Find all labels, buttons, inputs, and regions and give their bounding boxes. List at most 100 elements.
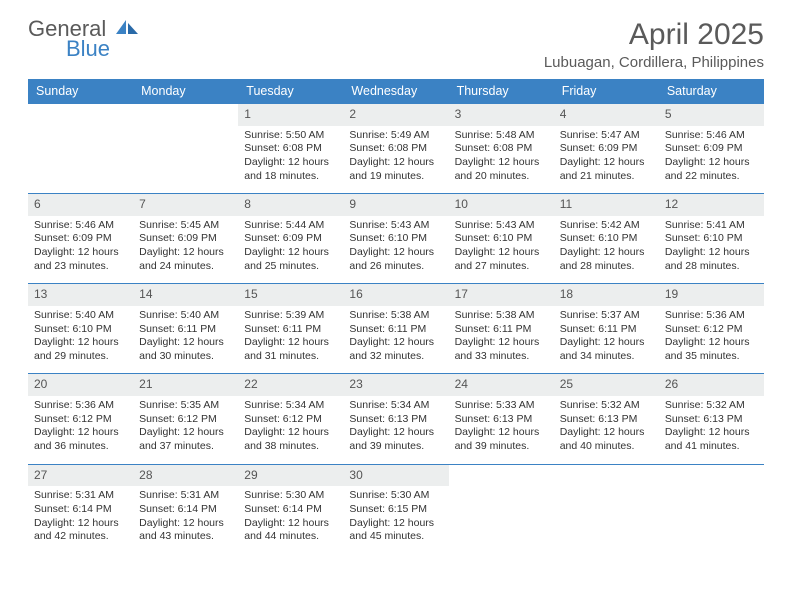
day-cell: 1Sunrise: 5:50 AMSunset: 6:08 PMDaylight… — [238, 103, 343, 193]
day-number: 26 — [659, 373, 764, 396]
page-title: April 2025 — [544, 18, 764, 52]
day-body: Sunrise: 5:46 AMSunset: 6:09 PMDaylight:… — [28, 216, 133, 284]
daylight-text: Daylight: 12 hours and 21 minutes. — [560, 156, 653, 183]
week-row: 1Sunrise: 5:50 AMSunset: 6:08 PMDaylight… — [28, 103, 764, 193]
day-cell: 4Sunrise: 5:47 AMSunset: 6:09 PMDaylight… — [554, 103, 659, 193]
day-body: Sunrise: 5:36 AMSunset: 6:12 PMDaylight:… — [28, 396, 133, 464]
sunset-text: Sunset: 6:14 PM — [139, 503, 232, 517]
sunrise-text: Sunrise: 5:50 AM — [244, 129, 337, 143]
day-body — [449, 486, 554, 548]
sunset-text: Sunset: 6:09 PM — [560, 142, 653, 156]
daylight-text: Daylight: 12 hours and 22 minutes. — [665, 156, 758, 183]
sunset-text: Sunset: 6:08 PM — [349, 142, 442, 156]
week-row: 27Sunrise: 5:31 AMSunset: 6:14 PMDayligh… — [28, 464, 764, 554]
day-cell: 12Sunrise: 5:41 AMSunset: 6:10 PMDayligh… — [659, 193, 764, 283]
day-body: Sunrise: 5:34 AMSunset: 6:12 PMDaylight:… — [238, 396, 343, 464]
daylight-text: Daylight: 12 hours and 37 minutes. — [139, 426, 232, 453]
daylight-text: Daylight: 12 hours and 28 minutes. — [665, 246, 758, 273]
sunrise-text: Sunrise: 5:30 AM — [244, 489, 337, 503]
day-number: 15 — [238, 283, 343, 306]
day-body: Sunrise: 5:43 AMSunset: 6:10 PMDaylight:… — [449, 216, 554, 284]
day-body: Sunrise: 5:45 AMSunset: 6:09 PMDaylight:… — [133, 216, 238, 284]
day-cell: 11Sunrise: 5:42 AMSunset: 6:10 PMDayligh… — [554, 193, 659, 283]
day-cell: 18Sunrise: 5:37 AMSunset: 6:11 PMDayligh… — [554, 283, 659, 373]
daylight-text: Daylight: 12 hours and 39 minutes. — [349, 426, 442, 453]
sunset-text: Sunset: 6:14 PM — [34, 503, 127, 517]
location: Lubuagan, Cordillera, Philippines — [544, 54, 764, 71]
daylight-text: Daylight: 12 hours and 38 minutes. — [244, 426, 337, 453]
day-number: 23 — [343, 373, 448, 396]
day-cell: 27Sunrise: 5:31 AMSunset: 6:14 PMDayligh… — [28, 464, 133, 554]
sunrise-text: Sunrise: 5:47 AM — [560, 129, 653, 143]
daylight-text: Daylight: 12 hours and 41 minutes. — [665, 426, 758, 453]
day-body: Sunrise: 5:42 AMSunset: 6:10 PMDaylight:… — [554, 216, 659, 284]
day-cell — [28, 103, 133, 193]
day-cell: 30Sunrise: 5:30 AMSunset: 6:15 PMDayligh… — [343, 464, 448, 554]
weekday-header-row: Sunday Monday Tuesday Wednesday Thursday… — [28, 79, 764, 103]
day-cell: 3Sunrise: 5:48 AMSunset: 6:08 PMDaylight… — [449, 103, 554, 193]
sunset-text: Sunset: 6:11 PM — [455, 323, 548, 337]
sunset-text: Sunset: 6:10 PM — [34, 323, 127, 337]
day-cell: 2Sunrise: 5:49 AMSunset: 6:08 PMDaylight… — [343, 103, 448, 193]
sunrise-text: Sunrise: 5:40 AM — [139, 309, 232, 323]
day-number: 21 — [133, 373, 238, 396]
sunset-text: Sunset: 6:09 PM — [665, 142, 758, 156]
daylight-text: Daylight: 12 hours and 35 minutes. — [665, 336, 758, 363]
day-number: 10 — [449, 193, 554, 216]
logo-sail-icon — [116, 18, 138, 40]
day-number: 12 — [659, 193, 764, 216]
sunset-text: Sunset: 6:09 PM — [34, 232, 127, 246]
sunrise-text: Sunrise: 5:49 AM — [349, 129, 442, 143]
day-cell: 20Sunrise: 5:36 AMSunset: 6:12 PMDayligh… — [28, 373, 133, 463]
day-cell: 7Sunrise: 5:45 AMSunset: 6:09 PMDaylight… — [133, 193, 238, 283]
day-body: Sunrise: 5:47 AMSunset: 6:09 PMDaylight:… — [554, 126, 659, 194]
day-number: 8 — [238, 193, 343, 216]
sunrise-text: Sunrise: 5:40 AM — [34, 309, 127, 323]
sunrise-text: Sunrise: 5:38 AM — [349, 309, 442, 323]
day-body: Sunrise: 5:40 AMSunset: 6:11 PMDaylight:… — [133, 306, 238, 374]
daylight-text: Daylight: 12 hours and 18 minutes. — [244, 156, 337, 183]
daylight-text: Daylight: 12 hours and 25 minutes. — [244, 246, 337, 273]
sunrise-text: Sunrise: 5:37 AM — [560, 309, 653, 323]
day-cell: 22Sunrise: 5:34 AMSunset: 6:12 PMDayligh… — [238, 373, 343, 463]
day-number: 24 — [449, 373, 554, 396]
day-body: Sunrise: 5:34 AMSunset: 6:13 PMDaylight:… — [343, 396, 448, 464]
sunset-text: Sunset: 6:08 PM — [455, 142, 548, 156]
day-body: Sunrise: 5:38 AMSunset: 6:11 PMDaylight:… — [343, 306, 448, 374]
day-number: 28 — [133, 464, 238, 487]
daylight-text: Daylight: 12 hours and 34 minutes. — [560, 336, 653, 363]
day-number: 25 — [554, 373, 659, 396]
sunrise-text: Sunrise: 5:42 AM — [560, 219, 653, 233]
sunset-text: Sunset: 6:09 PM — [139, 232, 232, 246]
day-body — [133, 125, 238, 187]
day-number: 6 — [28, 193, 133, 216]
day-body: Sunrise: 5:37 AMSunset: 6:11 PMDaylight:… — [554, 306, 659, 374]
sunrise-text: Sunrise: 5:32 AM — [560, 399, 653, 413]
day-body: Sunrise: 5:39 AMSunset: 6:11 PMDaylight:… — [238, 306, 343, 374]
day-body: Sunrise: 5:31 AMSunset: 6:14 PMDaylight:… — [28, 486, 133, 554]
day-body — [659, 486, 764, 548]
sunset-text: Sunset: 6:09 PM — [244, 232, 337, 246]
sunset-text: Sunset: 6:11 PM — [139, 323, 232, 337]
sunrise-text: Sunrise: 5:36 AM — [665, 309, 758, 323]
daylight-text: Daylight: 12 hours and 31 minutes. — [244, 336, 337, 363]
day-body: Sunrise: 5:36 AMSunset: 6:12 PMDaylight:… — [659, 306, 764, 374]
sunset-text: Sunset: 6:13 PM — [455, 413, 548, 427]
day-body: Sunrise: 5:41 AMSunset: 6:10 PMDaylight:… — [659, 216, 764, 284]
day-number: 17 — [449, 283, 554, 306]
day-number: 22 — [238, 373, 343, 396]
day-body: Sunrise: 5:49 AMSunset: 6:08 PMDaylight:… — [343, 126, 448, 194]
day-cell — [133, 103, 238, 193]
sunrise-text: Sunrise: 5:41 AM — [665, 219, 758, 233]
sunrise-text: Sunrise: 5:32 AM — [665, 399, 758, 413]
calendar-body: 1Sunrise: 5:50 AMSunset: 6:08 PMDaylight… — [28, 103, 764, 554]
day-cell: 17Sunrise: 5:38 AMSunset: 6:11 PMDayligh… — [449, 283, 554, 373]
weekday-header: Sunday — [28, 79, 133, 103]
daylight-text: Daylight: 12 hours and 42 minutes. — [34, 517, 127, 544]
sunrise-text: Sunrise: 5:48 AM — [455, 129, 548, 143]
day-cell: 28Sunrise: 5:31 AMSunset: 6:14 PMDayligh… — [133, 464, 238, 554]
sunset-text: Sunset: 6:11 PM — [560, 323, 653, 337]
day-cell: 29Sunrise: 5:30 AMSunset: 6:14 PMDayligh… — [238, 464, 343, 554]
daylight-text: Daylight: 12 hours and 29 minutes. — [34, 336, 127, 363]
day-number: 30 — [343, 464, 448, 487]
